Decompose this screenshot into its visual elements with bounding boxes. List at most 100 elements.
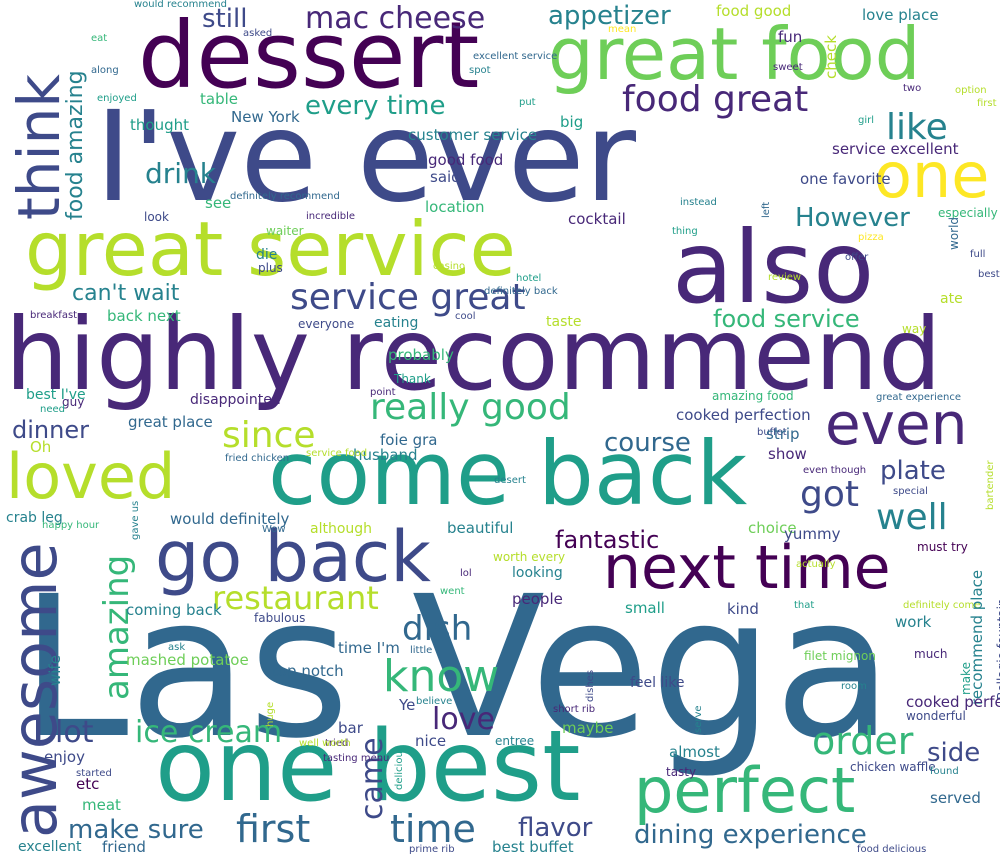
word-restaurant: restaurant [212,579,379,617]
word-fantastic: fantastic [555,526,660,554]
word-die: die [256,247,278,263]
word-know: know [383,651,500,702]
word-chicken-waffle: chicken waffle [850,760,936,774]
word-new-york: New York [231,108,300,126]
word-cooked-perfection: cooked perfection [676,406,811,424]
word-mean: mean [608,24,637,35]
word-point: point [370,387,396,398]
word-serve: serve [693,705,704,733]
word-cooked-perfectly: cooked perfectly [906,693,1000,711]
word-cocktail: cocktail [568,210,626,228]
word-dinner: dinner [12,416,89,444]
word-las-vega: Las Vega [20,554,894,781]
word-got: got [800,474,859,515]
word-bellagio-fountain: Bellagio fountain [995,598,1000,700]
word-food-amazing: food amazing [63,70,88,220]
word-show: show [768,445,807,463]
word-foie-gra: foie gra [380,431,438,449]
word-looking: looking [512,565,563,581]
word-i-ve-ever: I've ever [95,85,637,230]
word-waiter: waiter [266,224,304,238]
word-would-recommend: would recommend [134,0,227,10]
word-time-i-m: time I'm [338,639,400,657]
word-people: people [512,590,563,608]
word-room: room [841,681,867,692]
word-great-service: great service [25,205,516,293]
word-can-t-wait: can't wait [72,281,180,306]
word-pizza: pizza [858,232,884,243]
word-incredible: incredible [306,211,356,222]
word-check: check [822,35,840,79]
word-actually: actually [796,559,836,570]
word-food-great: food great [622,79,809,120]
word-sweet: sweet [773,62,803,73]
word-delicious: delicious [394,746,405,790]
word-full: full [970,249,986,260]
word-mashed-potatoe: mashed potatoe [126,651,249,669]
word-review: review [768,272,802,283]
word-since: since [222,415,316,456]
word-appetizer: appetizer [548,1,671,31]
word-thank: Thank [394,372,431,386]
word-go-back: go back [155,516,431,598]
word-fabulous: fabulous [254,611,306,625]
word-great-place: great place [128,413,213,431]
word-big: big [560,113,584,131]
word-spot: spot [469,65,491,76]
word-definitely-recommend: definitely recommend [230,191,340,202]
word-along: along [91,65,119,76]
word-wife: wife [46,655,64,686]
word-definitely-come: definitely come [903,600,981,611]
word-dish: dish [402,609,473,649]
word-prime-rib: prime rib [409,844,455,855]
word-first: first [977,98,997,109]
word-disappointed: disappointed [190,392,281,408]
word-amazing-food: amazing food [712,389,794,403]
word-good-food: good food [428,151,504,169]
word-top-notch: top notch [272,662,344,680]
word-entree: entree [495,734,535,748]
word-must-try: must try [917,540,968,554]
word-found: found [930,766,959,777]
word-strip: strip [766,425,800,443]
word-offer: offer [845,252,869,263]
word-casino: casino [433,261,466,272]
word-thing: thing [672,226,698,237]
word-make-sure: make sure [68,815,204,845]
word-two: two [903,83,922,94]
word-fun: fun [778,28,803,46]
word-mac-cheese: mac cheese [305,1,486,36]
word-plate: plate [880,456,946,486]
word-friend: friend [102,838,146,856]
word-back-next: back next [107,307,181,325]
word-service-food: service food [306,448,368,459]
word-coming-back: coming back [126,601,222,619]
word-special: special [893,486,928,497]
word-world: world [947,216,961,250]
word-best-i-ve: best I've [26,387,86,403]
word-kind: kind [727,600,759,618]
word-come-back: come back [268,422,748,525]
word-feel-like: feel like [630,675,685,691]
word-food-good: food good [716,2,792,20]
word-desert: desert [494,475,526,486]
word-eat: eat [91,33,108,44]
word-table: table [200,90,238,108]
word-great-food: great food [548,12,921,96]
word-lol: lol [460,568,472,579]
word-tried: tried [325,738,349,749]
word-maybe: maybe [562,719,614,737]
word-beautiful: beautiful [447,519,514,537]
word-thought: thought [130,116,189,134]
word-look: look [144,210,169,224]
word-small: small [625,599,665,617]
word-customer-service: customer service [408,126,538,144]
word-flavor: flavor [518,813,593,843]
word-little: little [410,645,433,656]
word-gave-us: gave us [130,500,141,540]
word-short-rib: short rib [553,704,596,715]
word-one-favorite: one favorite [800,170,891,188]
word-left: left [761,201,772,218]
word-first: first [236,807,311,851]
word-option: option [955,85,987,96]
